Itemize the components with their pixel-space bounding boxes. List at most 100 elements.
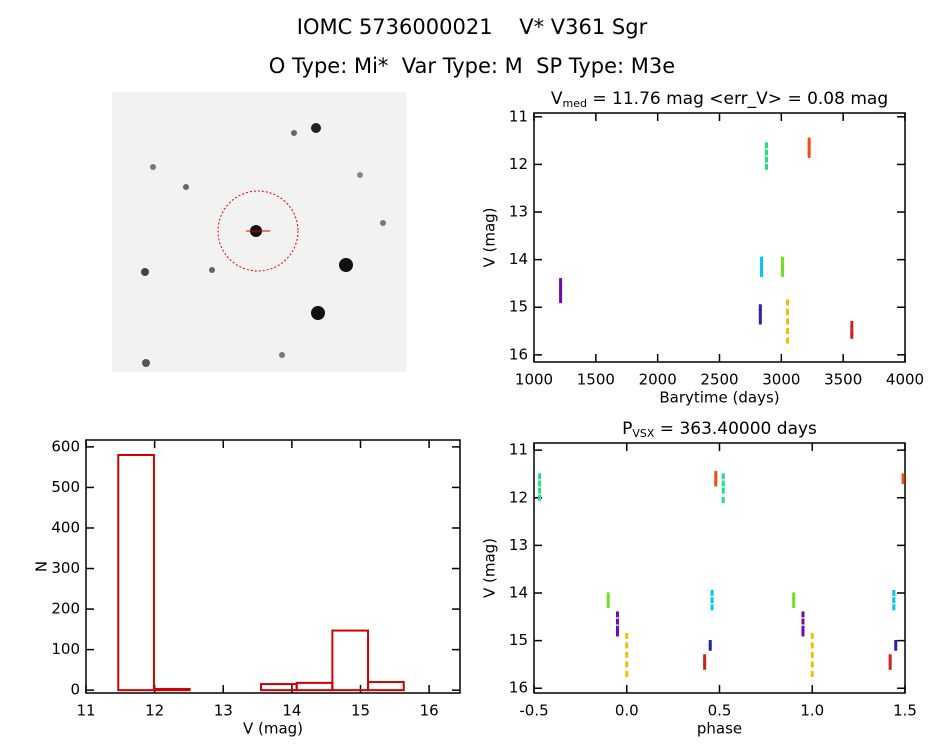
data-point [559,278,563,285]
data-point [758,313,762,320]
data-point [758,318,762,325]
x-axis-label: Barytime (days) [659,389,779,407]
title-subscript: VSX [632,427,655,440]
data-point [807,151,811,158]
data-point [786,318,790,325]
data-point [710,597,714,604]
title-part: = 11.76 mag <err_V> = 0.08 mag [587,89,888,109]
data-point [810,661,814,668]
data-point [807,142,811,149]
y-tick-label: 0 [70,681,80,699]
data-point [781,266,785,273]
plot-frame [85,439,461,694]
data-point [559,292,563,299]
star [142,359,150,367]
data-point [781,261,785,268]
data-point [801,630,805,637]
x-axis-label: phase [697,720,742,738]
star [311,123,321,133]
data-point [807,137,811,144]
star [357,172,363,178]
data-point [625,632,629,639]
data-point [714,475,718,482]
y-axis-label: V (mag) [481,538,499,598]
data-point [901,478,905,485]
data-point [894,644,898,651]
data-point [606,592,610,599]
star [311,306,325,320]
data-point [625,642,629,649]
star [279,352,285,358]
y-tick-label: 600 [51,437,80,455]
y-tick-label: 15 [509,298,528,316]
data-point [807,147,811,154]
y-axis-label: N [33,561,51,572]
data-point [888,654,892,661]
x-tick-label: 14 [282,702,301,720]
data-point [888,659,892,666]
x-tick-label: 0.0 [615,702,639,720]
plot-frame [533,442,906,694]
data-point [892,604,896,611]
star [291,130,297,136]
data-point [721,487,725,494]
data-point [615,611,619,618]
data-point [792,597,796,604]
data-point [625,651,629,658]
x-tick-label: 11 [76,702,95,720]
data-point [721,473,725,480]
x-tick-label: 15 [351,702,370,720]
data-point [760,270,764,277]
data-point [625,670,629,677]
star [380,220,386,226]
y-tick-label: 400 [51,518,80,536]
star-image [112,92,407,372]
x-tick-label: 13 [214,702,233,720]
data-point [781,256,785,263]
x-tick-label: 4000 [886,371,924,389]
chart-title: PVSX = 363.40000 days [622,419,817,440]
data-point [792,592,796,599]
data-point [760,266,764,273]
data-point [710,590,714,596]
data-point [764,163,768,170]
y-tick-label: 500 [51,478,80,496]
y-tick-label: 13 [509,203,528,221]
data-point [615,630,619,637]
figure-subtitle: O Type: Mi* Var Type: M SP Type: M3e [269,54,675,78]
data-point [559,282,563,289]
data-point [801,611,805,618]
data-point [801,618,805,625]
data-point [760,261,764,268]
data-point [801,625,805,632]
x-tick-label: 1.5 [893,702,917,720]
x-tick-label: 3500 [824,371,862,389]
data-point [810,651,814,658]
data-point [786,328,790,335]
title-part: P [622,419,632,439]
data-point [714,470,718,477]
data-point [850,332,854,339]
data-point [760,256,764,263]
data-point [892,597,896,604]
y-tick-label: 16 [509,345,528,363]
y-tick-label: 12 [509,155,528,173]
data-point [703,654,707,661]
data-point [721,497,725,504]
y-tick-label: 13 [509,536,528,554]
data-point [810,632,814,639]
x-tick-label: 1.0 [800,702,824,720]
title-subscript: med [563,97,587,110]
data-point [559,297,563,304]
y-tick-label: 16 [509,679,528,697]
data-point [710,604,714,611]
data-point [538,473,542,480]
plot-frame [533,112,906,363]
x-tick-label: 3000 [762,371,800,389]
x-axis-label: V (mag) [243,720,303,738]
y-tick-label: 100 [51,640,80,658]
data-point [850,325,854,332]
x-tick-label: 0.5 [708,702,732,720]
y-tick-label: 14 [509,584,528,602]
